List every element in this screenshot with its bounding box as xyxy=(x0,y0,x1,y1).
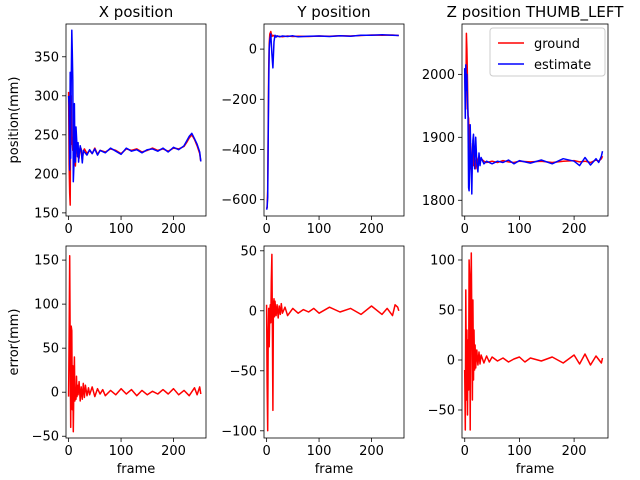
series-line-error xyxy=(67,254,202,433)
x-tick-label: 100 xyxy=(507,222,532,237)
x-tick-label: 100 xyxy=(109,444,134,459)
legend: ground estimate xyxy=(489,27,606,77)
y-tick-label: 100 xyxy=(34,298,59,313)
x-axis-label: frame xyxy=(117,462,156,477)
y-tick-label: 2000 xyxy=(422,68,455,83)
x-tick-label: 100 xyxy=(307,222,332,237)
chart-x-error: 0 100 200 −50 0 50 100 150 frame error(mm) xyxy=(7,245,207,477)
x-tick-label: 200 xyxy=(161,222,186,237)
series-line-error xyxy=(463,252,604,431)
series-line-estimate xyxy=(463,64,604,195)
y-tick-label: 300 xyxy=(34,89,59,104)
x-axis-label: frame xyxy=(516,462,555,477)
y-tick-label: −100 xyxy=(221,424,257,439)
plot-frame xyxy=(65,23,207,217)
y-tick-label: 150 xyxy=(34,254,59,269)
y-tick-label: 0 xyxy=(249,304,257,319)
chart-z-position: 0 100 200 1800 1900 2000 Z position THUMB_LEFT xyxy=(422,3,624,237)
y-tick-label: 50 xyxy=(438,304,455,319)
x-tick-label: 200 xyxy=(359,222,384,237)
plot-frame xyxy=(263,245,405,439)
x-tick-label: 100 xyxy=(507,444,532,459)
y-tick-label: 1900 xyxy=(422,131,455,146)
series-line-estimate xyxy=(265,33,399,210)
plot-frame xyxy=(461,245,609,439)
x-tick-label: 0 xyxy=(64,444,72,459)
x-tick-label: 100 xyxy=(109,222,134,237)
y-tick-label: 200 xyxy=(34,167,59,182)
plot-frame xyxy=(65,245,207,439)
y-tick-label: −50 xyxy=(32,430,59,445)
x-tick-label: 200 xyxy=(562,222,587,237)
y-tick-label: 0 xyxy=(249,43,257,58)
y-tick-label: 350 xyxy=(34,50,59,65)
y-tick-label: −200 xyxy=(221,93,257,108)
chart-y-error: 0 100 200 −100 −50 0 50 frame xyxy=(221,244,405,477)
legend-label-estimate: estimate xyxy=(534,58,591,73)
y-tick-label: 250 xyxy=(34,128,59,143)
y-tick-label: 0 xyxy=(51,386,59,401)
x-tick-label: 0 xyxy=(461,222,469,237)
y-tick-label: −50 xyxy=(428,404,455,419)
chart-y-position: 0 100 200 −600 −400 −200 0 Y position xyxy=(221,3,405,237)
chart-title: Z position THUMB_LEFT xyxy=(447,3,625,22)
y-tick-label: 150 xyxy=(34,206,59,221)
y-tick-label: 0 xyxy=(447,354,455,369)
x-tick-label: 0 xyxy=(262,222,270,237)
x-tick-label: 0 xyxy=(461,444,469,459)
x-tick-label: 0 xyxy=(262,444,270,459)
y-tick-label: 50 xyxy=(42,342,59,357)
chart-title: Y position xyxy=(296,3,370,21)
x-tick-label: 200 xyxy=(562,444,587,459)
x-tick-label: 0 xyxy=(64,222,72,237)
y-tick-label: 1800 xyxy=(422,194,455,209)
chart-z-error: 0 100 200 −50 0 50 100 frame xyxy=(428,245,609,477)
y-axis-label: position(mm) xyxy=(7,77,22,164)
y-tick-label: −600 xyxy=(221,193,257,208)
plot-frame xyxy=(263,23,405,217)
y-tick-label: −400 xyxy=(221,143,257,158)
y-tick-label: 50 xyxy=(240,244,257,259)
y-axis-label: error(mm) xyxy=(7,309,22,376)
x-tick-label: 200 xyxy=(359,444,384,459)
x-tick-label: 100 xyxy=(307,444,332,459)
chart-x-position: 0 100 200 150 200 250 300 350 X position position… xyxy=(7,3,207,237)
chart-title: X position xyxy=(99,3,173,21)
series-line-ground xyxy=(265,30,399,209)
x-axis-label: frame xyxy=(315,462,354,477)
plot-frame xyxy=(461,23,609,217)
y-tick-label: 100 xyxy=(430,254,455,269)
series-line-error xyxy=(265,253,400,432)
y-tick-label: −50 xyxy=(230,364,257,379)
x-tick-label: 200 xyxy=(161,444,186,459)
series-line-estimate xyxy=(67,29,202,183)
legend-label-ground: ground xyxy=(534,37,580,52)
